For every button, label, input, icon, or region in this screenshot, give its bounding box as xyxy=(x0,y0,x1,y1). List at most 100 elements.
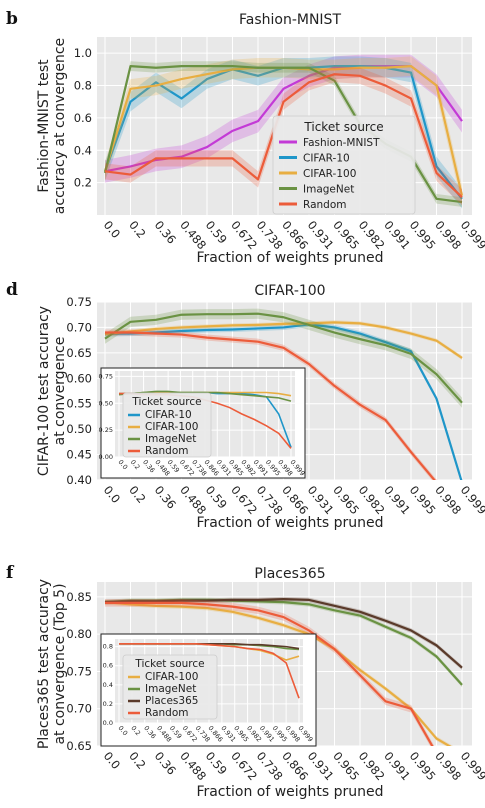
y-tick-label: 0.70 xyxy=(66,702,92,716)
inset-y-tick-label: 0.75 xyxy=(99,372,113,380)
chart-title: Fashion-MNIST xyxy=(239,12,341,28)
series-line-imagenet xyxy=(104,312,463,404)
series-band-cifar-10 xyxy=(105,56,462,209)
y-tick-label: 0.65 xyxy=(66,739,92,753)
series-band-random xyxy=(105,66,462,206)
series-group xyxy=(104,308,463,480)
x-tick-label: 0.488 xyxy=(177,749,209,783)
inset-y-tick-label: 0.2 xyxy=(103,700,113,708)
x-tick-label: 0.738 xyxy=(254,483,286,517)
y-tick-label: 0.75 xyxy=(66,664,92,678)
legend-entry: Random xyxy=(145,707,188,719)
legend: Ticket sourceCIFAR-100ImageNetPlaces365R… xyxy=(122,654,218,720)
inset-y-tick-label: 0.4 xyxy=(103,681,113,689)
series-line-random xyxy=(105,331,436,480)
x-tick-label: 0.982 xyxy=(356,483,388,517)
legend-entry: CIFAR-100 xyxy=(145,421,198,433)
inset-y-tick-label: 0.00 xyxy=(99,453,113,461)
x-tick-label: 0.991 xyxy=(381,218,413,252)
y-tick-label: 0.80 xyxy=(66,627,92,641)
legend: Ticket source Fashion-MNIST CIFAR-10 CIFAR-… xyxy=(272,115,416,215)
series-line-cifar-100 xyxy=(104,321,463,359)
y-tick-label: 0.55 xyxy=(66,397,92,411)
x-tick-label: 0.738 xyxy=(254,218,286,252)
y-tick-label: 0.60 xyxy=(66,371,92,385)
x-tick-label: 0.931 xyxy=(305,483,337,517)
series-group xyxy=(104,596,463,746)
y-axis-label-line: Places365 test accuracy xyxy=(36,579,52,749)
legend-box xyxy=(272,115,416,215)
legend-entry: Places365 xyxy=(145,695,198,707)
legend-box xyxy=(122,392,212,458)
x-tick-label: 0.2 xyxy=(126,218,148,241)
y-tick-label: 0.50 xyxy=(66,422,92,436)
x-tick-label: 0.866 xyxy=(279,218,311,252)
x-axis-label: Fraction of weights pruned xyxy=(196,515,383,531)
y-axis-label-line: CIFAR-100 test accuracy xyxy=(36,306,52,476)
x-tick-label: 0.738 xyxy=(254,749,286,783)
x-axis-label: Fraction of weights pruned xyxy=(196,250,383,266)
y-axis-label-line: at convergence xyxy=(52,337,68,446)
x-tick-label: 0.965 xyxy=(330,483,362,517)
inset-series-line-imagenet xyxy=(118,390,292,402)
series-line-places365 xyxy=(104,598,463,669)
y-tick-label: 0.40 xyxy=(66,473,92,487)
x-tick-label: 0.965 xyxy=(330,218,362,252)
chart-title: Places365 xyxy=(254,566,325,582)
x-tick-label: 0.488 xyxy=(177,483,209,517)
x-tick-label: 0.931 xyxy=(305,749,337,783)
legend: Ticket sourceCIFAR-10CIFAR-100ImageNetRa… xyxy=(122,392,212,458)
legend-title: Ticket source xyxy=(131,396,201,408)
x-tick-label: 0.995 xyxy=(407,749,439,783)
panel-letter: f xyxy=(6,563,15,583)
panel-letter: d xyxy=(6,280,18,300)
legend-box xyxy=(122,654,218,720)
x-tick-label: 0.488 xyxy=(177,218,209,252)
y-axis-label-line: Fashion-MNIST test xyxy=(36,59,52,193)
x-tick-label: 0.991 xyxy=(381,483,413,517)
legend-title: Ticket source xyxy=(134,658,204,670)
inset-y-tick-label: 0.8 xyxy=(103,643,113,651)
legend-entry: Random xyxy=(145,445,188,457)
legend-entry: Fashion-MNIST xyxy=(303,137,380,149)
x-tick-label: 0.866 xyxy=(279,483,311,517)
series-line-random xyxy=(105,601,434,746)
x-tick-label: 0.2 xyxy=(126,483,148,506)
legend-entry: Random xyxy=(303,199,346,211)
x-tick-label: 0.36 xyxy=(152,483,179,512)
x-tick-label: 0.982 xyxy=(356,749,388,783)
x-tick-label: 0.0 xyxy=(101,749,123,772)
x-tick-label: 0.995 xyxy=(407,218,439,252)
inset-chart: 0.750.500.250.000.0 0.2 0.360.4880.590.672… xyxy=(99,367,307,479)
y-tick-label: 0.4 xyxy=(74,143,92,157)
y-tick-label: 0.8 xyxy=(74,79,92,93)
x-tick-label: 0.995 xyxy=(407,483,439,517)
y-axis-label-line: accuracy at convergence xyxy=(52,38,68,214)
x-tick-label: 0.998 xyxy=(432,483,464,517)
legend-entry: CIFAR-10 xyxy=(303,153,350,165)
x-tick-label: 0.672 xyxy=(228,749,260,783)
panel-letter: b xyxy=(6,9,18,29)
series-group xyxy=(103,54,464,209)
legend-entry: ImageNet xyxy=(145,433,196,445)
y-axis-label-line: at convergence (Top 5) xyxy=(52,583,68,744)
y-tick-label: 0.2 xyxy=(74,176,92,190)
x-tick-label: 0.965 xyxy=(330,749,362,783)
x-tick-label: 0.999 xyxy=(458,218,485,252)
series-band-fashion-mnist xyxy=(105,54,462,183)
x-tick-label: 0.866 xyxy=(279,749,311,783)
chart-panel-f: f Places365 0.85 0.80 0.75 0.70 0.65 0.0 0.2 0.36… xyxy=(6,563,485,800)
x-tick-label: 0.931 xyxy=(305,218,337,252)
x-tick-label: 0.672 xyxy=(228,218,260,252)
legend-entry: ImageNet xyxy=(303,184,354,196)
x-tick-label: 0.36 xyxy=(152,218,179,247)
inset-y-tick-label: 0.25 xyxy=(99,426,113,434)
chart-panel-d: d CIFAR-100 0.75 0.70 0.65 0.60 0.55 0.50 0.45 0.… xyxy=(6,280,485,531)
legend-entry: ImageNet xyxy=(145,683,196,695)
x-tick-label: 0.672 xyxy=(228,483,260,517)
x-tick-label: 0.982 xyxy=(356,218,388,252)
x-tick-label: 0.36 xyxy=(152,749,179,778)
y-tick-label: 0.85 xyxy=(66,590,92,604)
